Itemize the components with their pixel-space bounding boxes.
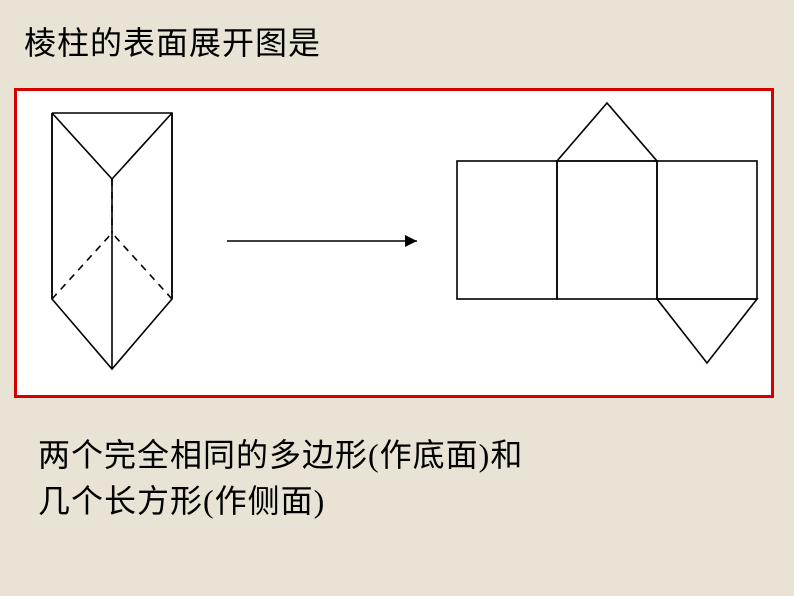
description-line-2: 几个长方形(作侧面) xyxy=(38,478,523,524)
prism-net-diagram xyxy=(17,91,771,395)
description-text: 两个完全相同的多边形(作底面)和 几个长方形(作侧面) xyxy=(38,432,523,525)
page-title: 棱柱的表面展开图是 xyxy=(24,18,321,64)
description-line-1: 两个完全相同的多边形(作底面)和 xyxy=(38,432,523,478)
diagram-container xyxy=(14,88,774,398)
